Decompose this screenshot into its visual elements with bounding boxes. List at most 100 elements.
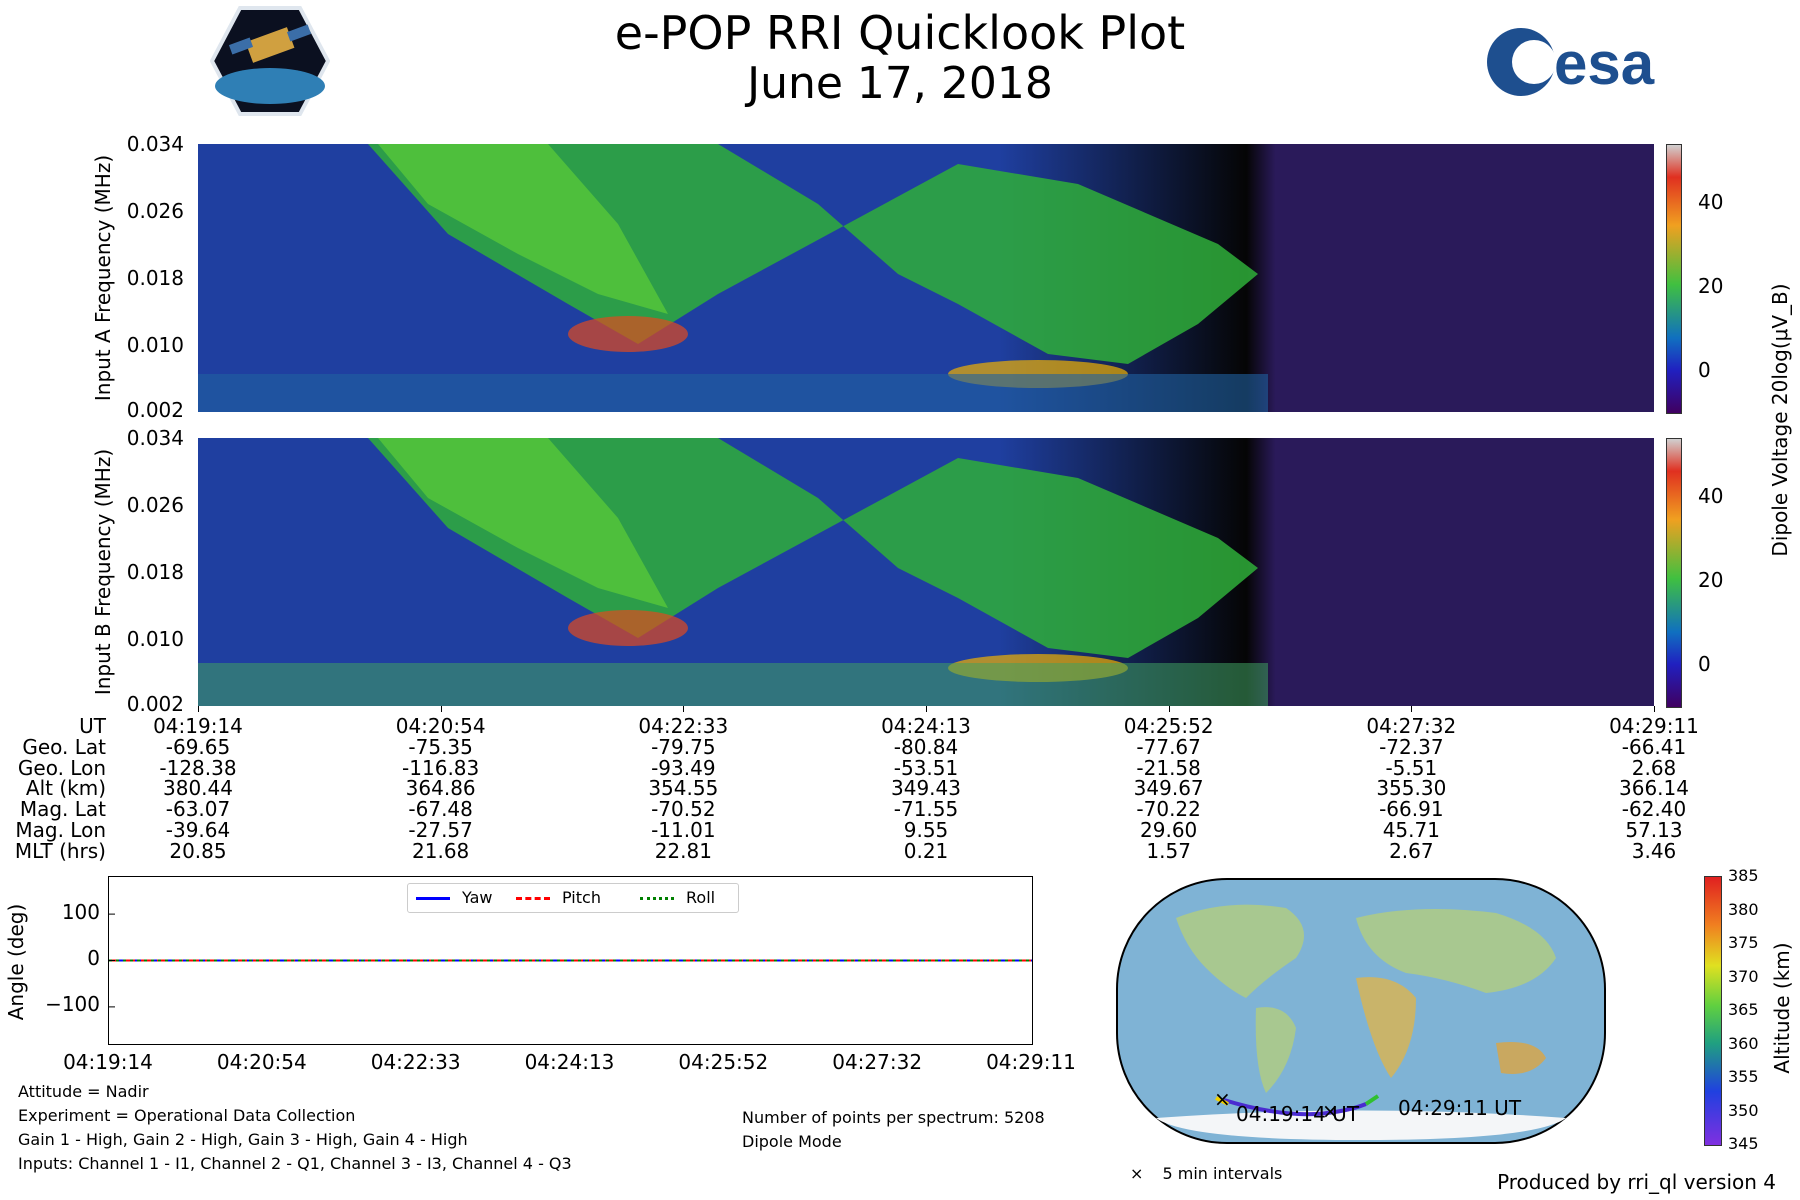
ytick-a-5: 0.002 <box>126 398 184 422</box>
attitude-ylabel: Angle (deg) <box>4 903 28 1021</box>
table-cell: 3.46 <box>1631 838 1677 863</box>
notes-right: Number of points per spectrum: 5208 Dipo… <box>742 1106 1045 1154</box>
row-label-mag-lat: Mag. Lat <box>19 797 106 822</box>
table-cell: 364.86 <box>405 776 476 801</box>
cbar-b-tick-20: 20 <box>1698 568 1724 592</box>
ytick-b-4: 0.010 <box>126 627 184 651</box>
ytick-a-3: 0.018 <box>126 266 184 290</box>
spectrogram-b-yticks: 0.034 0.026 0.018 0.010 0.002 <box>110 426 184 716</box>
table-cell: 04:27:32 <box>1366 714 1457 738</box>
table-column: 04:27:32 -72.37 -5.51 355.30 -66.91 45.71 2.67 <box>1341 716 1481 862</box>
legend-yaw-swatch <box>416 897 450 900</box>
row-label-mlt: MLT (hrs) <box>14 838 106 863</box>
spectrogram-xtick-mark <box>1654 706 1655 712</box>
note-attitude: Attitude = Nadir <box>18 1082 149 1101</box>
table-cell: 354.55 <box>648 776 719 801</box>
table-cell: -11.01 <box>651 817 716 842</box>
attitude-xtick-label: 04:25:52 <box>678 1050 769 1074</box>
cbar-b-tick-40: 40 <box>1698 484 1724 508</box>
cbar-b-tick-0: 0 <box>1698 652 1711 676</box>
attitude-xtick-label: 04:24:13 <box>524 1050 615 1074</box>
att-ytick-100: 100 <box>61 900 100 924</box>
svg-text:×: × <box>1214 1087 1231 1111</box>
altitude-colorbar <box>1704 876 1722 1146</box>
table-cell: -53.51 <box>893 755 959 780</box>
note-gain: Gain 1 - High, Gain 2 - High, Gain 3 - H… <box>18 1130 468 1149</box>
table-cell: -39.64 <box>165 817 231 842</box>
attitude-xtick-label: 04:29:11 <box>986 1050 1076 1074</box>
legend-pitch-swatch <box>516 897 550 900</box>
footer-credit: Produced by rri_ql version 4 <box>1497 1170 1776 1194</box>
table-cell: 22.81 <box>654 838 712 863</box>
ytick-b-3: 0.018 <box>126 560 184 584</box>
table-cell: -80.84 <box>893 734 959 759</box>
table-cell: -71.55 <box>893 797 959 822</box>
table-cell: 2.68 <box>1631 755 1677 780</box>
cbar-a-tick-20: 20 <box>1698 274 1724 298</box>
table-cell: 21.68 <box>412 838 470 863</box>
map-legend-label: 5 min intervals <box>1162 1164 1283 1183</box>
altitude-tick: 345 <box>1728 1134 1759 1153</box>
row-label-geo-lat: Geo. Lat <box>22 734 106 759</box>
ytick-b-5: 0.002 <box>126 692 184 716</box>
legend-roll-swatch <box>640 897 674 900</box>
table-column: 04:29:11 -66.41 2.68 366.14 -62.40 57.13 3.46 <box>1584 716 1724 862</box>
altitude-tick: 385 <box>1728 866 1759 885</box>
table-column: 04:22:33 -79.75 -93.49 354.55 -70.52 -11.01 22… <box>613 716 753 862</box>
spectrogram-xtick-mark <box>1168 706 1170 712</box>
table-cell: -63.07 <box>165 797 231 822</box>
row-label-mag-lon: Mag. Lon <box>15 817 106 842</box>
row-label-ut: UT <box>79 714 106 738</box>
spectrogram-a <box>198 144 1654 412</box>
altitude-colorbar-label: Altitude (km) <box>1770 942 1794 1074</box>
table-cell: -69.65 <box>165 734 231 759</box>
table-cell: 04:19:14 <box>153 714 243 738</box>
spectrogram-xtick-mark <box>198 706 199 712</box>
altitude-tick: 355 <box>1728 1067 1759 1086</box>
legend-pitch: Pitch <box>562 888 601 907</box>
altitude-colorbar-ticks: 385 380 375 370 365 360 355 350 345 <box>1728 866 1788 1156</box>
row-label-alt: Alt (km) <box>25 776 106 801</box>
table-cell: 04:20:54 <box>395 714 486 738</box>
cbar-a-tick-0: 0 <box>1698 358 1711 382</box>
table-cell: -67.48 <box>408 797 473 822</box>
altitude-tick: 360 <box>1728 1033 1759 1053</box>
attitude-xtick-label: 04:22:33 <box>370 1050 461 1074</box>
table-column: 04:20:54 -75.35 -116.83 364.86 -67.48 -27.57 2… <box>371 716 511 862</box>
legend-roll: Roll <box>686 888 716 907</box>
spectrogram-a-yticks: 0.034 0.026 0.018 0.010 0.002 <box>110 132 184 422</box>
legend-yaw: Yaw <box>462 888 493 907</box>
colorbar-b <box>1666 438 1682 708</box>
esa-logo: esa <box>1476 22 1696 102</box>
world-map: × × 04:19:14 UT 04:29:11 UT <box>1116 878 1606 1144</box>
table-cell: -128.38 <box>159 755 237 780</box>
cbar-a-tick-40: 40 <box>1698 190 1724 214</box>
table-cell: 349.67 <box>1133 776 1204 801</box>
table-cell: 366.14 <box>1619 776 1689 801</box>
table-cell: 9.55 <box>903 817 949 842</box>
cassiope-logo <box>209 6 331 116</box>
table-cell: 29.60 <box>1140 817 1198 842</box>
table-cell: 2.67 <box>1389 838 1434 863</box>
att-ytick-m100: −100 <box>45 992 100 1016</box>
cross-marker-icon: × <box>1130 1164 1144 1183</box>
table-cell: -93.49 <box>651 755 716 780</box>
row-label-geo-lon: Geo. Lon <box>17 755 106 780</box>
table-cell: 04:25:52 <box>1123 714 1214 738</box>
attitude-xtick-label: 04:20:54 <box>216 1050 307 1074</box>
altitude-tick: 375 <box>1728 933 1759 952</box>
table-column: 04:19:14 -69.65 -128.38 380.44 -63.07 -39.64 2… <box>128 716 268 862</box>
table-cell: -70.22 <box>1136 797 1201 822</box>
table-row-labels: UT Geo. Lat Geo. Lon Alt (km) Mag. Lat M… <box>0 716 106 862</box>
table-column: 04:25:52 -77.67 -21.58 349.67 -70.22 29.60 1.5… <box>1099 716 1239 862</box>
table-cell: 04:29:11 <box>1609 714 1699 738</box>
table-cell: -72.37 <box>1379 734 1444 759</box>
table-cell: -66.41 <box>1621 734 1687 759</box>
spectrogram-xticks <box>0 706 1800 716</box>
table-cell: 355.30 <box>1376 776 1447 801</box>
table-cell: -27.57 <box>408 817 473 842</box>
attitude-xtick-label: 04:27:32 <box>832 1050 923 1074</box>
table-cell: -75.35 <box>408 734 473 759</box>
table-cell: -21.58 <box>1136 755 1201 780</box>
spectrogram-xtick-mark <box>440 706 442 712</box>
